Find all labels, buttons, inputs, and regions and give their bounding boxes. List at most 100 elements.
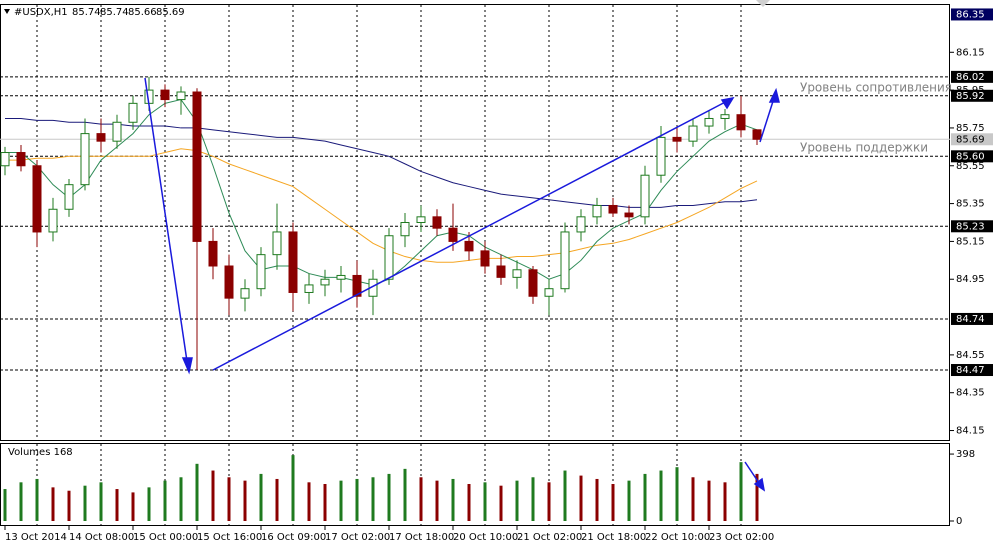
x-tick-label: 21 Oct 18:00 — [581, 532, 646, 543]
level-label: 85.23 — [956, 221, 985, 232]
arrow-head — [181, 357, 193, 375]
candle-body — [608, 204, 618, 214]
candle-body — [432, 216, 442, 229]
y-tick-label: 85.15 — [956, 236, 985, 247]
ohlc-low: 85.66 — [128, 7, 157, 18]
candle-body — [688, 125, 698, 142]
shift-marker — [756, 0, 770, 7]
x-tick-label: 13 Oct 2014 — [5, 532, 67, 543]
candle-body — [480, 250, 490, 267]
candle-body — [176, 91, 186, 101]
resistance-label: Уровень сопротивления — [800, 81, 952, 95]
x-tick-label: 21 Oct 02:00 — [517, 532, 582, 543]
menu-triangle[interactable] — [4, 9, 10, 14]
arrow-head — [720, 96, 735, 110]
candle-body — [592, 204, 602, 218]
candle-body — [352, 274, 362, 297]
up-arrow — [759, 94, 776, 143]
candle-body — [384, 235, 394, 280]
candle-body — [224, 265, 234, 299]
candle-body — [48, 208, 58, 233]
candle-body — [720, 114, 730, 119]
level-label-bg — [951, 89, 993, 102]
y-tick-label: 85.55 — [956, 161, 985, 172]
candle-body — [208, 240, 218, 267]
candle-body — [304, 284, 314, 293]
candle-body — [512, 269, 522, 278]
symbol: #USDX,H1 — [14, 7, 68, 18]
candle-body — [80, 133, 90, 186]
candle-body — [16, 152, 26, 167]
top-marker-label: 86.35 — [956, 9, 985, 20]
candle-body — [624, 212, 634, 218]
candle-body — [32, 165, 42, 233]
arrow-head — [768, 87, 780, 103]
price-panel — [0, 4, 950, 441]
y-tick-label: 84.15 — [956, 426, 985, 437]
candle-body — [416, 216, 426, 223]
level-label: 85.60 — [956, 151, 985, 162]
candle-body — [400, 222, 410, 237]
volume-tick-label: 398 — [956, 449, 975, 460]
trend-line — [212, 97, 734, 371]
x-tick-label: 17 Oct 18:00 — [389, 532, 454, 543]
ma-line — [5, 117, 758, 208]
y-tick-label: 86.15 — [956, 47, 985, 58]
candle-body — [64, 184, 74, 210]
ohlc-close: 85.69 — [156, 7, 185, 18]
ohlc-high: 85.74 — [100, 7, 129, 18]
candle-body — [656, 136, 666, 176]
arrow-head — [753, 477, 766, 492]
candle-body — [736, 114, 746, 131]
candle-body — [96, 133, 106, 142]
level-label-bg — [951, 312, 993, 325]
x-tick-label: 22 Oct 10:00 — [645, 532, 710, 543]
candle-body — [272, 231, 282, 256]
x-tick-label: 15 Oct 16:00 — [197, 532, 262, 543]
drawings — [144, 77, 780, 492]
drop-arrow — [144, 77, 189, 369]
top-marker-bg — [951, 8, 993, 21]
candle-body — [752, 129, 762, 140]
candle-body — [672, 136, 682, 142]
level-label: 86.02 — [956, 72, 985, 83]
ohlc-open: 85.74 — [72, 7, 101, 18]
candle-body — [560, 231, 570, 290]
volume-tick-label: 0 — [956, 516, 962, 527]
level-label: 84.47 — [956, 365, 985, 376]
candle-body — [704, 117, 714, 127]
candle-body — [160, 89, 170, 101]
candle-body — [240, 288, 250, 299]
candle-body — [576, 216, 586, 233]
level-label-bg — [951, 220, 993, 233]
level-label: 85.92 — [956, 91, 985, 102]
level-label: 84.74 — [956, 314, 985, 325]
current-price-bg — [951, 133, 993, 146]
current-price-label: 85.69 — [956, 134, 985, 145]
y-tick-label: 84.55 — [956, 350, 985, 361]
level-label-bg — [951, 70, 993, 83]
candle-body — [496, 265, 506, 278]
candle-body — [640, 174, 650, 218]
candle-body — [448, 227, 458, 242]
candle-body — [464, 240, 474, 252]
candle-body — [544, 288, 554, 297]
candle-body — [320, 278, 330, 286]
x-tick-label: 20 Oct 10:00 — [453, 532, 518, 543]
candle-body — [528, 269, 538, 297]
y-tick-label: 85.35 — [956, 199, 985, 210]
volume-title: Volumes 168 — [8, 447, 73, 458]
x-tick-label: 14 Oct 08:00 — [69, 532, 134, 543]
ma-line — [5, 148, 758, 263]
x-tick-label: 16 Oct 09:00 — [261, 532, 326, 543]
support-label: Уровень поддержки — [800, 141, 928, 155]
x-tick-label: 17 Oct 02:00 — [325, 532, 390, 543]
candle-body — [192, 91, 202, 242]
candle-body — [256, 254, 266, 290]
candle-body — [0, 152, 10, 167]
x-tick-label: 23 Oct 02:00 — [709, 532, 774, 543]
y-tick-label: 84.95 — [956, 274, 985, 285]
y-tick-label: 85.75 — [956, 123, 985, 134]
volume-panel — [0, 443, 950, 526]
